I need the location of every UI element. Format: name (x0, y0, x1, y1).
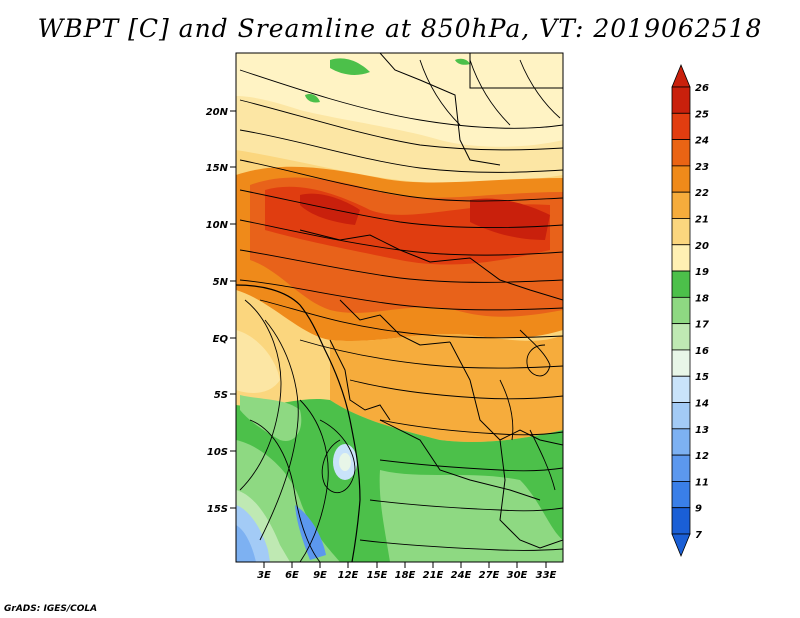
colorbar-swatch (671, 139, 691, 167)
lon-tick-label: 3E (257, 570, 271, 581)
plot-frame (235, 52, 564, 563)
lon-tick-label: 9E (313, 570, 327, 581)
streamlines (239, 59, 563, 562)
latitude-axis: 20N 15N 10N 5N EQ 5S 10S 15S (206, 107, 236, 515)
colorbar-swatch (671, 375, 691, 403)
lat-tick-label: 15S (207, 504, 228, 515)
lon-tick-label: 12E (338, 570, 359, 581)
lon-tick-label: 15E (367, 570, 388, 581)
colorbar-tick-label: 26 (695, 83, 709, 94)
lon-tick-label: 6E (285, 570, 299, 581)
lat-tick-label: 15N (206, 163, 229, 174)
colorbar-swatch (671, 165, 691, 193)
colorbar-tick-label: 9 (695, 504, 702, 515)
colorbar-tick-label: 22 (695, 188, 709, 199)
colorbar-tick-label: 13 (695, 425, 709, 436)
colorbar-tick-label: 15 (695, 372, 709, 383)
colorbar-swatch (671, 402, 691, 430)
colorbar-min-arrow (671, 533, 691, 558)
colorbar-swatch (671, 323, 691, 351)
colorbar-tick-label: 14 (695, 399, 709, 410)
colorbar-tick-label: 23 (695, 162, 709, 173)
colorbar-swatch (671, 218, 691, 246)
lon-tick-label: 30E (507, 570, 528, 581)
footer-credit: GrADS: IGES/COLA (4, 604, 98, 614)
colorbar-tick-label: 12 (695, 451, 709, 462)
colorbar-tick-label: 21 (695, 214, 709, 225)
lon-tick-label: 24E (451, 570, 472, 581)
colorbar-swatch (671, 112, 691, 140)
lon-tick-label: 18E (395, 570, 416, 581)
colorbar-tick-label: 20 (695, 241, 709, 252)
colorbar-tick-label: 25 (695, 109, 709, 120)
lon-tick-label: 27E (479, 570, 500, 581)
colorbar-tick-label: 11 (695, 477, 709, 488)
colorbar-swatch (671, 244, 691, 272)
lat-tick-label: 10S (207, 447, 228, 458)
colorbar-tick-label: 7 (695, 530, 702, 541)
colorbar-max-arrow (671, 63, 691, 88)
lat-tick-label: 5S (214, 390, 228, 401)
colorbar-swatch (671, 191, 691, 219)
colorbar-tick-label: 19 (695, 267, 709, 278)
colorbar-swatch (671, 349, 691, 377)
colorbar-tick-label: 16 (695, 346, 709, 357)
lat-tick-label: 20N (206, 107, 229, 118)
wbpt-field (236, 53, 563, 562)
longitude-axis: 3E 6E 9E 12E 15E 18E 21E 24E 27E 30E 33E (257, 562, 557, 581)
colorbar-swatch (671, 507, 691, 535)
colorbar: 26 25 24 23 22 21 20 19 18 17 16 15 14 13 12 11 9 7 (671, 63, 709, 558)
map-title: WBPT [C] and Sreamline at 850hPa, VT: 20… (37, 14, 763, 43)
colorbar-swatch (671, 296, 691, 325)
colorbar-tick-label: 24 (695, 136, 709, 147)
lon-tick-label: 21E (423, 570, 444, 581)
lat-tick-label: 10N (206, 220, 229, 231)
colorbar-tick-label: 18 (695, 293, 709, 304)
coastline (236, 284, 361, 562)
colorbar-swatch (671, 454, 691, 482)
lon-tick-label: 33E (536, 570, 557, 581)
colorbar-swatch (671, 270, 691, 298)
colorbar-swatch (671, 428, 691, 456)
lat-tick-label: EQ (213, 334, 229, 345)
lat-tick-label: 5N (213, 277, 229, 288)
colorbar-swatch (671, 86, 691, 114)
country-boundaries (299, 53, 563, 549)
colorbar-tick-label: 17 (695, 320, 709, 331)
colorbar-swatch (671, 481, 691, 509)
